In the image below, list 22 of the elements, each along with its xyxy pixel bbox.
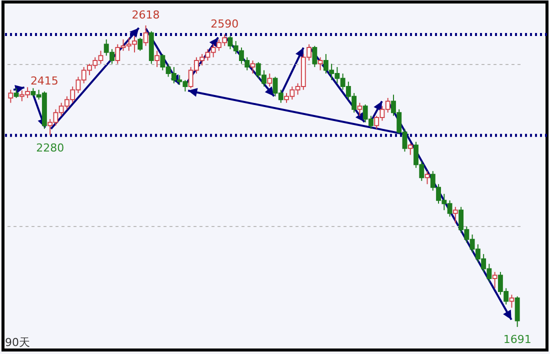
candlestick: [452, 206, 458, 224]
annotation: 2590: [210, 18, 239, 31]
candlestick: [509, 294, 514, 308]
candlestick: [312, 45, 318, 68]
candlestick: [250, 60, 256, 74]
annotation: 2415: [30, 74, 58, 88]
candlestick: [318, 56, 323, 71]
candlestick: [14, 88, 19, 98]
candlestick: [143, 24, 148, 46]
annotation: 90天: [5, 336, 30, 349]
candlestick: [267, 73, 272, 88]
candlestick: [138, 37, 143, 52]
annotation: 1691: [503, 332, 532, 346]
candlestick: [408, 142, 413, 156]
annotation: 2618: [132, 8, 160, 22]
candlestick: [424, 170, 430, 185]
candlestick: [154, 50, 160, 68]
candlestick: [357, 102, 362, 116]
annotation: 2280: [36, 141, 64, 154]
candlestick: [492, 271, 498, 289]
candlestick: [8, 89, 14, 104]
candlestick: [514, 296, 520, 328]
